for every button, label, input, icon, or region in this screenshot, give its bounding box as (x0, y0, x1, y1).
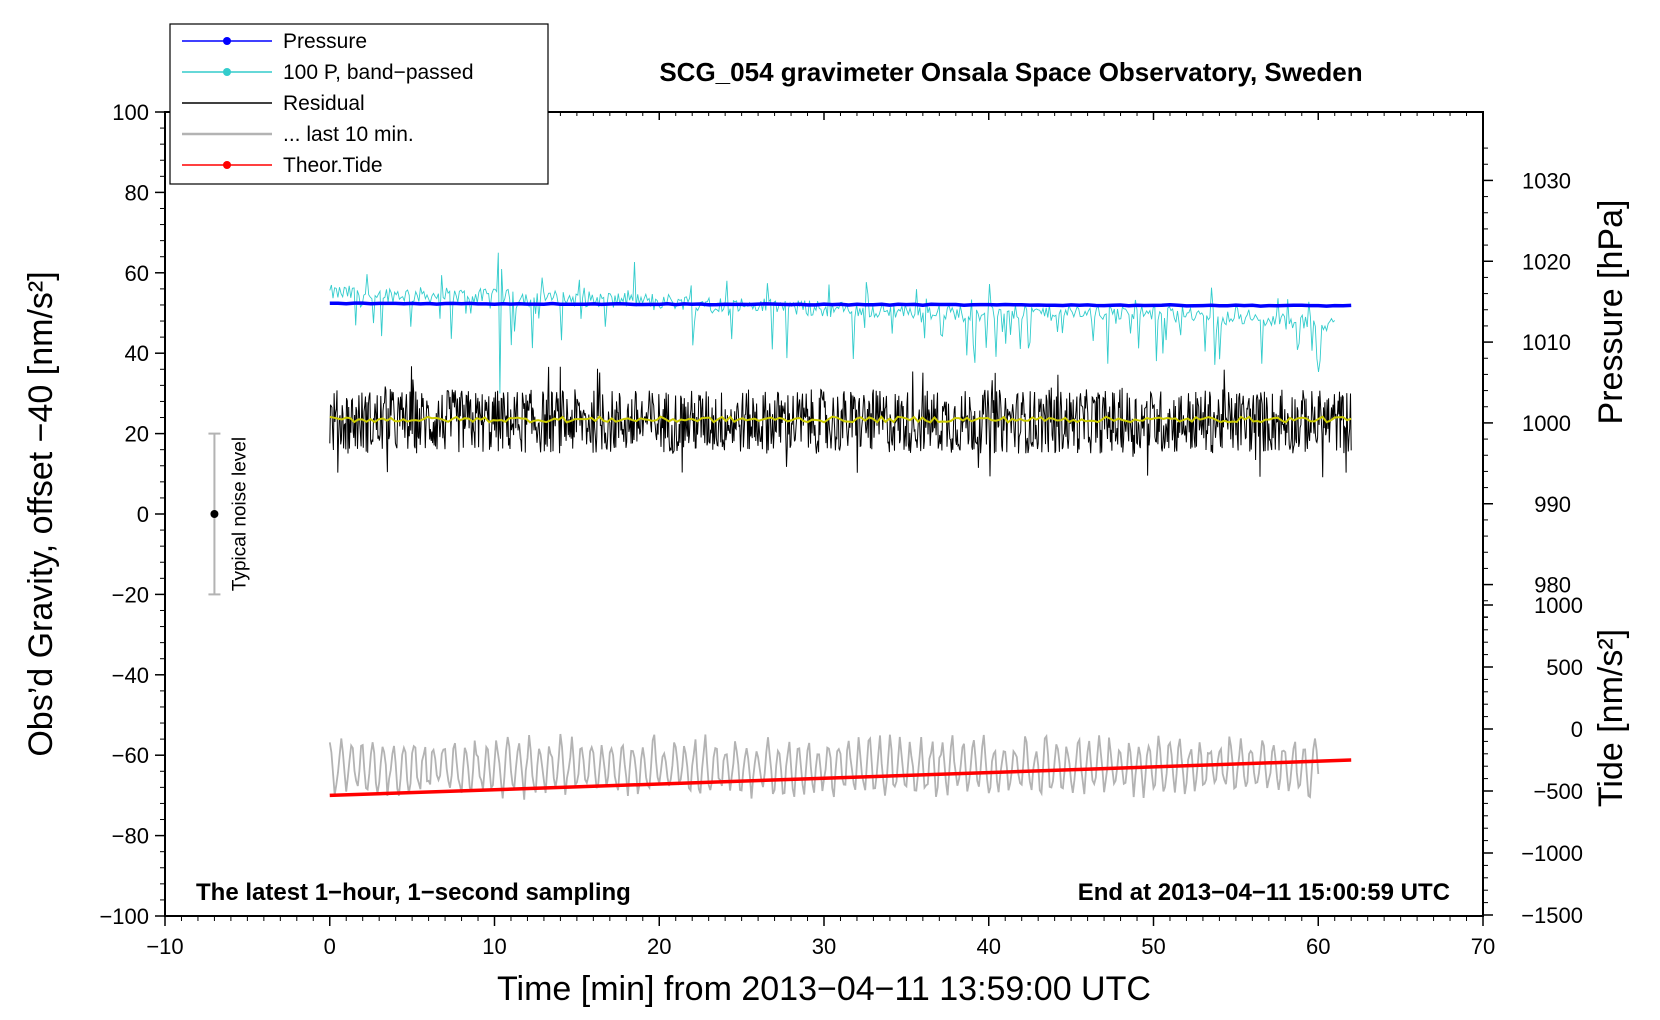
y-tick-label: −40 (112, 663, 149, 688)
tide-axis-ticks: −1500 −1000 −500 0 500 1000 (1483, 593, 1583, 928)
y-tick-label: 60 (125, 261, 149, 286)
pressure-axis-title: Pressure [hPa] (1592, 200, 1630, 425)
legend-label: Pressure (283, 30, 367, 53)
x-tick-label: 50 (1141, 934, 1165, 959)
x-tick-label: 70 (1471, 934, 1495, 959)
tide-tick-label: 1000 (1534, 593, 1583, 618)
legend: Pressure 100 P, band−passed Residual ... la… (169, 23, 549, 185)
y-axis-ticks: −100 −80 −60 −40 −20 0 20 40 60 80 100 (99, 100, 165, 929)
x-tick-label: 0 (324, 934, 336, 959)
chart-title: SCG_054 gravimeter Onsala Space Observat… (659, 57, 1362, 87)
legend-marker (223, 68, 231, 76)
x-axis-ticks: −10 0 10 20 30 40 50 60 70 (146, 112, 1495, 959)
legend-label: 100 P, band−passed (283, 61, 474, 84)
pressure-axis-ticks: 980 990 1000 1010 1020 1030 (1482, 140, 1571, 625)
tide-tick-label: −1000 (1521, 841, 1583, 866)
y-axis-title: Obs’d Gravity, offset −40 [nm/s²] (22, 271, 60, 756)
pressure-tick-label: 1000 (1522, 411, 1571, 436)
pressure-tick-label: 990 (1534, 492, 1571, 517)
legend-box (169, 23, 549, 185)
sampling-note: The latest 1−hour, 1−second sampling (196, 879, 631, 906)
pressure-tick-label: 1030 (1522, 168, 1571, 193)
y-tick-label: −100 (99, 904, 149, 929)
tide-tick-label: 0 (1571, 717, 1583, 742)
legend-marker (223, 161, 231, 169)
series-bandpassed-pressure (329, 252, 1335, 394)
series-layer (328, 252, 1352, 800)
y-tick-label: −20 (112, 582, 149, 607)
x-tick-label: 60 (1306, 934, 1330, 959)
legend-entries: Pressure 100 P, band−passed Residual ... la… (182, 30, 474, 177)
pressure-tick-label: 980 (1534, 573, 1571, 598)
y-tick-label: 20 (125, 422, 149, 447)
noise-bar-label: Typical noise level (229, 437, 250, 591)
x-tick-label: 20 (647, 934, 671, 959)
legend-marker (223, 37, 231, 45)
noise-bar: Typical noise level (208, 432, 250, 596)
tide-tick-label: −1500 (1521, 903, 1583, 928)
tide-tick-label: −500 (1533, 779, 1583, 804)
pressure-tick-label: 1020 (1522, 249, 1571, 274)
series-residual (329, 366, 1352, 478)
series-residual-mean (329, 415, 1352, 424)
pressure-tick-label: 1010 (1522, 330, 1571, 355)
x-axis-title: Time [min] from 2013−04−11 13:59:00 UTC (497, 970, 1151, 1008)
plot-area: −10 0 10 20 30 40 50 60 70 −100−80−60−40−2002040… (99, 100, 1583, 959)
y-tick-label: 0 (137, 502, 149, 527)
x-tick-label: 10 (482, 934, 506, 959)
tide-axis-title: Tide [nm/s²] (1592, 629, 1630, 807)
y-tick-label: 80 (125, 180, 149, 205)
legend-label: ... last 10 min. (283, 123, 414, 146)
x-tick-label: 40 (977, 934, 1001, 959)
series-pressure (329, 301, 1352, 308)
series-theor-tide (329, 758, 1352, 798)
tide-tick-label: 500 (1546, 655, 1583, 680)
legend-label: Theor.Tide (283, 154, 383, 177)
y-tick-label: 40 (125, 341, 149, 366)
y-tick-label: −80 (112, 824, 149, 849)
x-tick-label: −10 (146, 934, 183, 959)
y-tick-label: −60 (112, 743, 149, 768)
y-tick-label: 100 (112, 100, 149, 125)
end-time-note: End at 2013−04−11 15:00:59 UTC (1078, 879, 1450, 906)
noise-bar-center (210, 510, 219, 518)
legend-label: Residual (283, 92, 365, 115)
x-tick-label: 30 (812, 934, 836, 959)
